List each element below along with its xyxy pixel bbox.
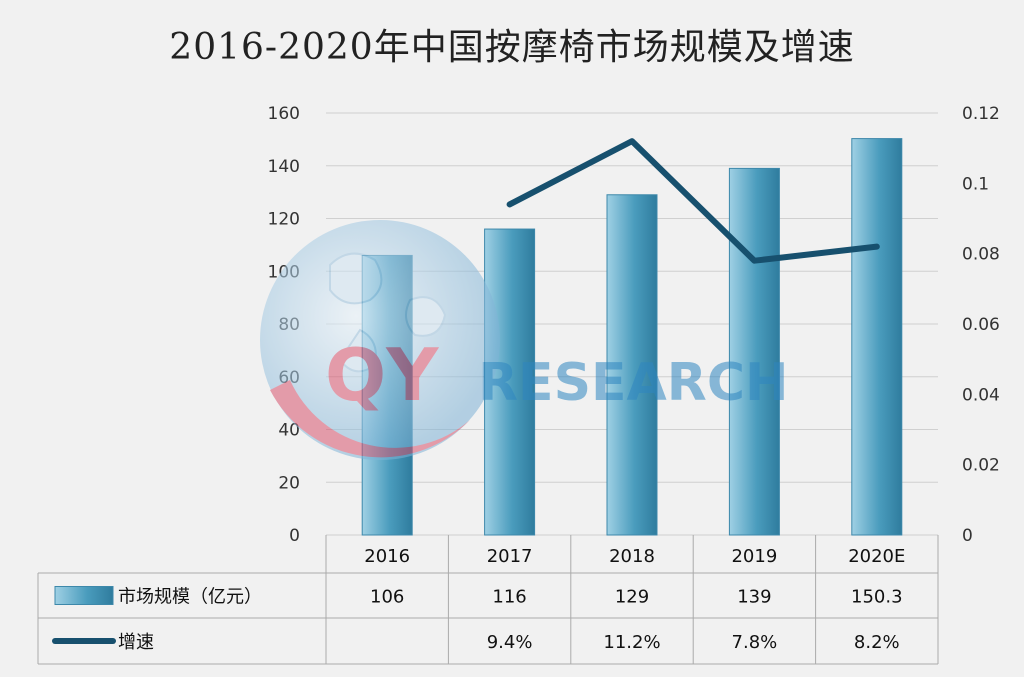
y-left-tick-label: 120 [268,210,300,230]
y-left-tick-label: 160 [268,104,300,124]
y-right-tick-label: 0 [962,526,973,546]
x-tick-label: 2016 [364,546,410,567]
bar [851,138,903,536]
y-right-tick-label: 0.12 [962,104,1000,124]
table-cell-value: 139 [737,587,771,608]
x-tick-label: 2020E [848,546,905,567]
table-cell-value: 8.2% [854,632,900,653]
logo-swoosh [270,380,470,458]
y-left-tick-label: 40 [278,421,300,441]
table-cell-value: 106 [370,587,404,608]
bar [728,167,780,536]
table-cell-value: 129 [615,587,649,608]
growth-line [506,138,880,264]
globe-continents [329,252,447,373]
y-right-tick-label: 0.1 [962,174,989,194]
line-series [506,138,880,264]
table-cell-value: 9.4% [487,632,533,653]
y-right-tick-label: 0.08 [962,245,1000,265]
y-right-tick-label: 0.04 [962,385,1000,405]
data-table: 2016 2017 2018 2019 2020E 市场规模（亿元） 106 116 129 13… [37,535,939,665]
table-cell-value: 7.8% [732,632,778,653]
y-right-tick-label: 0.02 [962,456,1000,476]
bar [606,194,658,536]
y-axis-right: 0 0.02 0.04 0.06 0.08 0.1 0.12 [962,104,1000,546]
table-cell-value: 11.2% [603,632,660,653]
table-cell-value: 116 [492,587,526,608]
y-right-tick-label: 0.06 [962,315,1000,335]
globe-icon [260,220,500,460]
y-left-tick-label: 20 [278,473,300,493]
watermark-text-research: RESEARCH [478,353,789,413]
table-cell-value: 150.3 [851,587,903,608]
chart-title: 2016-2020年中国按摩椅市场规模及增速 [169,27,855,68]
y-left-tick-label: 0 [289,526,300,546]
legend-label: 增速 [118,632,154,653]
x-tick-label: 2018 [609,546,655,567]
x-tick-label: 2019 [731,546,777,567]
y-left-tick-label: 140 [268,157,300,177]
watermark-text-qy: QY [325,333,439,417]
bar [484,228,536,536]
legend-label: 市场规模（亿元） [118,587,262,608]
x-tick-label: 2017 [487,546,533,567]
legend-swatch-bar [54,586,114,605]
watermark-logo: QY RESEARCH [260,220,789,460]
